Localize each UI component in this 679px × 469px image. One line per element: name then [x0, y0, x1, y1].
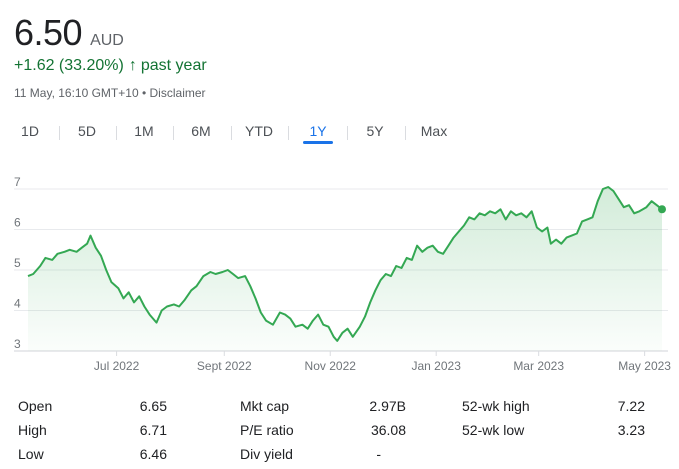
x-tick-label: Mar 2023 [513, 359, 564, 373]
tab-divider [173, 126, 174, 140]
arrow-up-icon: ↑ [128, 57, 137, 74]
stat-value-52wk-low: 3.23 [617, 422, 645, 438]
y-tick-label: 3 [14, 337, 21, 351]
disclaimer-link[interactable]: Disclaimer [149, 86, 206, 100]
current-price: 6.50 [14, 12, 83, 53]
x-tick-label: Jul 2022 [94, 359, 140, 373]
y-tick-label: 5 [14, 256, 21, 270]
stats-row: High 6.71 P/E ratio 36.08 52-wk low 3.23 [0, 422, 679, 444]
tab-1m[interactable]: 1M [134, 123, 154, 139]
quote-meta: 11 May, 16:10 GMT+10 • Disclaimer [14, 86, 206, 100]
y-tick-label: 6 [14, 216, 21, 230]
price-change: +1.62 (33.20%) [14, 57, 124, 74]
tab-6m[interactable]: 6M [191, 123, 211, 139]
y-axis: 3 4 5 6 7 [14, 175, 21, 351]
meta-separator: • [141, 86, 147, 100]
quote-timestamp: 11 May, 16:10 GMT+10 [14, 86, 139, 100]
tab-divider [59, 126, 60, 140]
tab-divider [288, 126, 289, 140]
tab-max[interactable]: Max [420, 123, 448, 139]
stat-value-open: 6.65 [139, 398, 167, 414]
y-tick-label: 7 [14, 175, 21, 189]
change-period: past year [140, 57, 207, 74]
stats-row: Open 6.65 Mkt cap 2.97B 52-wk high 7.22 [0, 398, 679, 420]
tab-5d[interactable]: 5D [78, 123, 96, 139]
tab-divider [405, 126, 406, 140]
stats-row: Low 6.46 Div yield - [0, 446, 679, 468]
x-tick-label: Jan 2023 [411, 359, 461, 373]
stat-label-div-yield: Div yield [240, 446, 293, 462]
stat-value-52wk-high: 7.22 [617, 398, 645, 414]
x-tick-label: Sept 2022 [197, 359, 252, 373]
stat-label-pe-ratio: P/E ratio [240, 422, 294, 438]
stat-label-open: Open [18, 398, 53, 414]
price-area-fill [28, 187, 662, 351]
tab-divider [231, 126, 232, 140]
stat-label-mkt-cap: Mkt cap [240, 398, 290, 414]
currency-code: AUD [90, 32, 124, 49]
stat-label-52wk-low: 52-wk low [462, 422, 525, 438]
stat-value-low: 6.46 [139, 446, 167, 462]
x-tick-label: Nov 2022 [305, 359, 357, 373]
tab-divider [116, 126, 117, 140]
y-tick-label: 4 [14, 297, 21, 311]
stat-value-mkt-cap: 2.97B [369, 398, 406, 414]
x-tick-label: May 2023 [618, 359, 671, 373]
tab-divider [347, 126, 348, 140]
stat-value-div-yield: - [376, 446, 381, 462]
x-axis: Jul 2022 Sept 2022 Nov 2022 Jan 2023 Mar 202… [94, 351, 671, 373]
price-row: 6.50 AUD [14, 12, 124, 54]
price-line[interactable] [27, 186, 663, 342]
stat-value-pe-ratio: 36.08 [370, 422, 406, 438]
stat-label-low: Low [18, 446, 44, 462]
price-chart[interactable]: 3 4 5 6 7 Jul 2022 Sept 2022 Nov 2022 Jan 2023 M… [0, 170, 679, 380]
stat-value-high: 6.71 [139, 422, 167, 438]
stat-label-52wk-high: 52-wk high [462, 398, 530, 414]
stat-label-high: High [18, 422, 47, 438]
tab-ytd[interactable]: YTD [245, 123, 273, 139]
tab-5y[interactable]: 5Y [366, 123, 384, 139]
tab-1d[interactable]: 1D [21, 123, 39, 139]
time-range-tabs: 1D 5D 1M 6M YTD 1Y 5Y Max [0, 120, 679, 150]
last-price-marker [658, 205, 666, 214]
price-change-row: +1.62 (33.20%) ↑ past year [14, 57, 207, 75]
tab-1y[interactable]: 1Y [290, 120, 346, 146]
